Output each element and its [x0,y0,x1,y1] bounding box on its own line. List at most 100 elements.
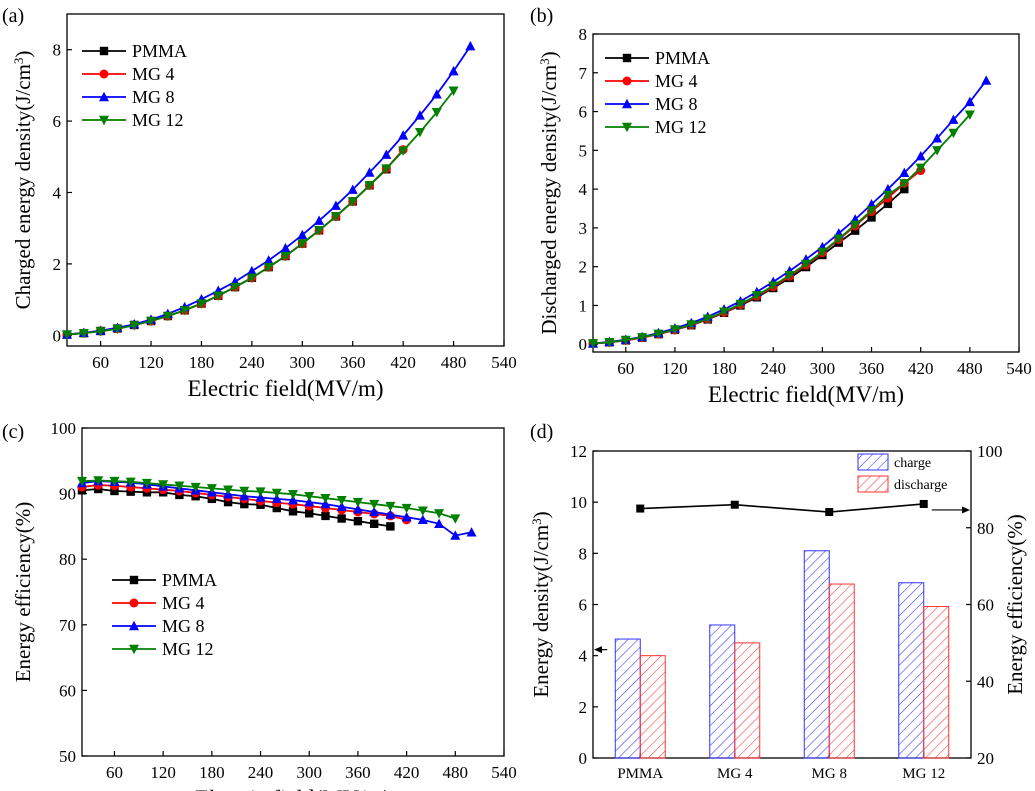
plot-frame [66,13,505,347]
data-point [330,200,341,210]
data-point [246,265,257,276]
data-point [915,150,926,161]
data-point [347,197,358,207]
data-point [174,481,185,491]
bar-discharge [734,642,761,759]
data-point [206,484,217,494]
legend-label: MG 4 [655,71,698,91]
data-point [833,234,844,244]
y-tick-label: 4 [579,647,588,666]
efficiency-point [919,499,928,508]
panel-label-a: (a) [2,5,24,27]
series-line [66,168,387,336]
data-point [637,333,648,343]
data-point [948,128,959,139]
legend-marker [99,115,109,126]
data-point [347,184,358,194]
data-point [417,514,428,525]
data-point [353,516,363,526]
data-point [78,328,89,339]
legend-label: MG 8 [132,87,175,107]
data-point [719,307,730,317]
efficiency-line [640,503,924,513]
x-tick-label: 300 [810,359,836,378]
legend: PMMA MG 4 MG 8 MG 12 [112,570,217,659]
data-point [280,242,291,253]
series-line [592,188,905,345]
y-tick-label: 8 [579,25,588,44]
legend-marker [99,46,109,56]
x-axis-label: Electric field(MV/m) [195,786,391,791]
data-point [223,497,233,507]
y2-tick-label: 100 [977,442,1003,461]
data-point [981,75,992,85]
legend-marker [622,53,632,63]
panel-a-line-chart: 60 120 180 240 300 360 420 480 540 0 2 4 6 8 Electric … [11,13,517,401]
legend-marker [129,644,139,655]
x-tick-label: 120 [150,763,176,782]
legend-marker [99,69,109,79]
x-tick-label: 420 [390,353,416,372]
data-point [146,316,157,327]
legend-label: PMMA [132,41,187,61]
data-point [320,493,331,504]
data-point [109,476,120,487]
data-point [158,480,169,490]
x-tick-label: 300 [290,353,316,372]
data-point [272,503,281,513]
data-point [866,206,877,216]
data-point [414,110,425,120]
data-point [352,504,363,514]
data-point [297,239,308,249]
data-point [398,130,409,140]
data-point [364,181,375,191]
data-point [768,281,779,291]
data-point [352,497,363,508]
efficiency-point [825,508,834,517]
y-tick-label: 100 [51,419,77,438]
data-point [964,96,975,107]
bar-charge [803,550,830,759]
data-point [93,476,104,486]
legend-label: MG 12 [132,110,184,130]
y-tick-label: 50 [59,747,76,766]
series-line [81,479,456,520]
series-mg4 [588,166,926,348]
x-tick-label: 180 [711,359,737,378]
y-tick-label: 80 [59,550,76,569]
legend: PMMA MG 4 MG 8 MG 12 [605,48,710,137]
panel-label-d: (d) [530,421,553,443]
data-point [320,498,331,509]
data-point [653,329,664,339]
series-mg8 [62,40,476,339]
data-point [915,163,926,173]
y-tick-label: 8 [53,41,62,60]
data-point [190,482,201,493]
panel-d-bar-chart: 0 2 4 6 8 10 12 20 40 60 80 100 PMMA MG 4 MG 8 MG 12 Ene… [529,442,1028,782]
right-axis-arrowhead [962,506,970,514]
data-point [271,488,282,499]
data-point [321,511,330,521]
y-tick-label: 6 [53,112,62,131]
x-tick-label: 480 [957,359,983,378]
legend-swatch [857,453,889,471]
y2-tick-label: 80 [977,519,994,538]
bar-charge [709,624,736,759]
legend-label: charge [894,456,931,471]
legend-marker [622,122,632,133]
legend-label: MG 12 [655,117,707,137]
data-point [381,164,392,174]
data-point [751,291,762,301]
x-tick-label: 120 [662,359,688,378]
data-point [336,501,347,511]
data-point [288,507,298,516]
data-point [448,86,459,96]
data-point [314,215,325,225]
bar-series-discharge [639,583,950,759]
legend: charge discharge [857,453,947,493]
series-mg4 [62,145,408,340]
data-point [162,311,173,322]
data-point [125,477,136,487]
data-point [385,509,396,519]
x-tick-label: 180 [199,763,225,782]
